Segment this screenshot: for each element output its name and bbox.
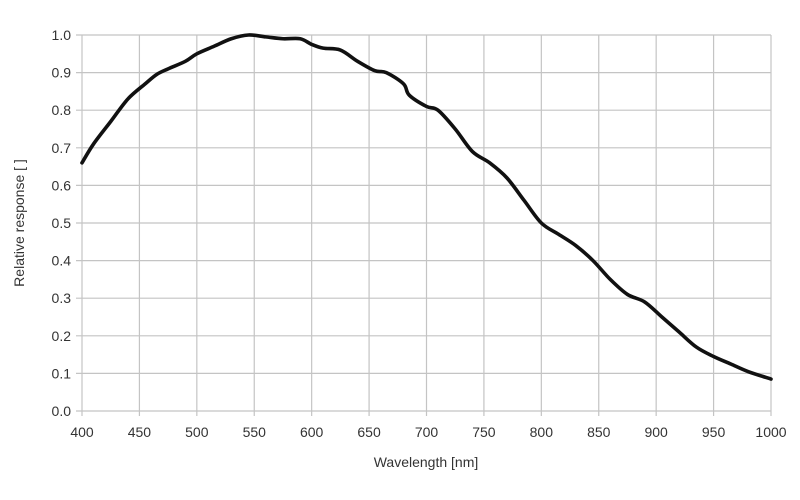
x-tick-label: 950 xyxy=(702,424,726,440)
y-axis-ticks: 0.0 0.1 0.2 0.3 0.4 0.5 0.6 0.7 0.8 0.9 1.0 xyxy=(52,27,72,419)
x-tick-label: 600 xyxy=(300,424,324,440)
x-tick-label: 400 xyxy=(70,424,94,440)
grid xyxy=(76,34,772,416)
x-axis-ticks: 400 450 500 550 600 650 700 750 800 850 900 950 1000 xyxy=(70,424,786,440)
x-tick-label: 550 xyxy=(243,424,267,440)
x-tick-label: 450 xyxy=(128,424,152,440)
y-tick-label: 0.5 xyxy=(52,215,72,231)
y-tick-label: 0.9 xyxy=(52,65,72,81)
y-axis-label: Relative response [ ] xyxy=(11,159,27,287)
x-tick-label: 500 xyxy=(185,424,209,440)
x-tick-label: 800 xyxy=(530,424,554,440)
x-tick-label: 1000 xyxy=(755,424,786,440)
y-tick-label: 0.3 xyxy=(52,290,72,306)
y-tick-label: 1.0 xyxy=(52,27,72,43)
y-tick-label: 0.8 xyxy=(52,102,72,118)
x-tick-label: 900 xyxy=(644,424,668,440)
y-tick-label: 0.6 xyxy=(52,177,72,193)
response-curve xyxy=(80,33,773,381)
y-tick-label: 0.0 xyxy=(52,403,72,419)
y-tick-label: 0.4 xyxy=(52,253,72,269)
x-axis-label: Wavelength [nm] xyxy=(374,454,479,470)
y-tick-label: 0.2 xyxy=(52,328,72,344)
x-tick-label: 650 xyxy=(357,424,381,440)
y-tick-label: 0.1 xyxy=(52,365,72,381)
x-tick-label: 750 xyxy=(472,424,496,440)
x-tick-label: 700 xyxy=(415,424,439,440)
y-tick-label: 0.7 xyxy=(52,140,72,156)
x-tick-label: 850 xyxy=(587,424,611,440)
